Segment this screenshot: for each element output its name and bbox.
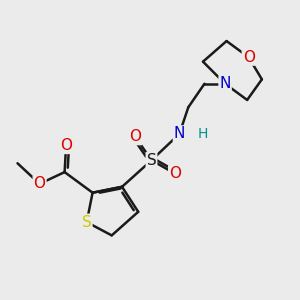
Text: N: N <box>174 126 185 141</box>
Text: S: S <box>147 153 156 168</box>
Text: O: O <box>129 129 141 144</box>
Text: N: N <box>219 76 231 91</box>
Text: O: O <box>169 166 181 181</box>
Text: O: O <box>34 176 46 191</box>
Text: H: H <box>198 127 208 141</box>
Text: O: O <box>243 50 255 65</box>
Text: O: O <box>60 138 72 153</box>
Text: S: S <box>82 214 92 230</box>
